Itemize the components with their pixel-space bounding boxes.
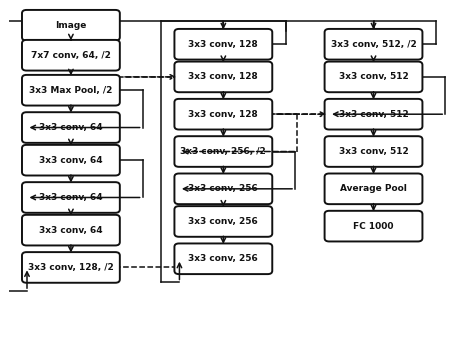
Text: 3x3 conv, 64: 3x3 conv, 64 (39, 156, 103, 165)
FancyBboxPatch shape (325, 136, 422, 167)
Text: 3x3 conv, 256: 3x3 conv, 256 (189, 184, 258, 193)
FancyBboxPatch shape (22, 182, 120, 213)
FancyBboxPatch shape (22, 145, 120, 176)
Text: 3x3 Max Pool, /2: 3x3 Max Pool, /2 (29, 86, 113, 95)
FancyBboxPatch shape (174, 99, 272, 129)
Text: 7x7 conv, 64, /2: 7x7 conv, 64, /2 (31, 51, 111, 60)
Text: 3x3 conv, 128: 3x3 conv, 128 (189, 73, 258, 82)
FancyBboxPatch shape (22, 10, 120, 41)
FancyBboxPatch shape (325, 174, 422, 204)
Text: 3x3 conv, 512, /2: 3x3 conv, 512, /2 (331, 40, 416, 49)
FancyBboxPatch shape (174, 174, 272, 204)
FancyBboxPatch shape (22, 215, 120, 245)
FancyBboxPatch shape (22, 252, 120, 283)
FancyBboxPatch shape (22, 75, 120, 105)
Text: 3x3 conv, 256: 3x3 conv, 256 (189, 217, 258, 226)
Text: 3x3 conv, 256: 3x3 conv, 256 (189, 254, 258, 263)
Text: 3x3 conv, 512: 3x3 conv, 512 (338, 110, 409, 119)
FancyBboxPatch shape (325, 61, 422, 92)
FancyBboxPatch shape (22, 112, 120, 143)
Text: Image: Image (55, 21, 87, 30)
Text: Average Pool: Average Pool (340, 184, 407, 193)
FancyBboxPatch shape (174, 61, 272, 92)
FancyBboxPatch shape (22, 40, 120, 70)
FancyBboxPatch shape (174, 29, 272, 60)
Text: 3x3 conv, 64: 3x3 conv, 64 (39, 193, 103, 202)
FancyBboxPatch shape (325, 99, 422, 129)
Text: 3x3 conv, 128, /2: 3x3 conv, 128, /2 (28, 263, 114, 272)
Text: 3x3 conv, 256, /2: 3x3 conv, 256, /2 (181, 147, 266, 156)
Text: 3x3 conv, 128: 3x3 conv, 128 (189, 40, 258, 49)
FancyBboxPatch shape (325, 211, 422, 242)
FancyBboxPatch shape (174, 206, 272, 237)
Text: 3x3 conv, 512: 3x3 conv, 512 (338, 73, 409, 82)
Text: FC 1000: FC 1000 (353, 222, 394, 231)
Text: 3x3 conv, 512: 3x3 conv, 512 (338, 147, 409, 156)
Text: 3x3 conv, 128: 3x3 conv, 128 (189, 110, 258, 119)
FancyBboxPatch shape (174, 136, 272, 167)
Text: 3x3 conv, 64: 3x3 conv, 64 (39, 123, 103, 132)
FancyBboxPatch shape (174, 244, 272, 274)
FancyBboxPatch shape (325, 29, 422, 60)
Text: 3x3 conv, 64: 3x3 conv, 64 (39, 226, 103, 235)
